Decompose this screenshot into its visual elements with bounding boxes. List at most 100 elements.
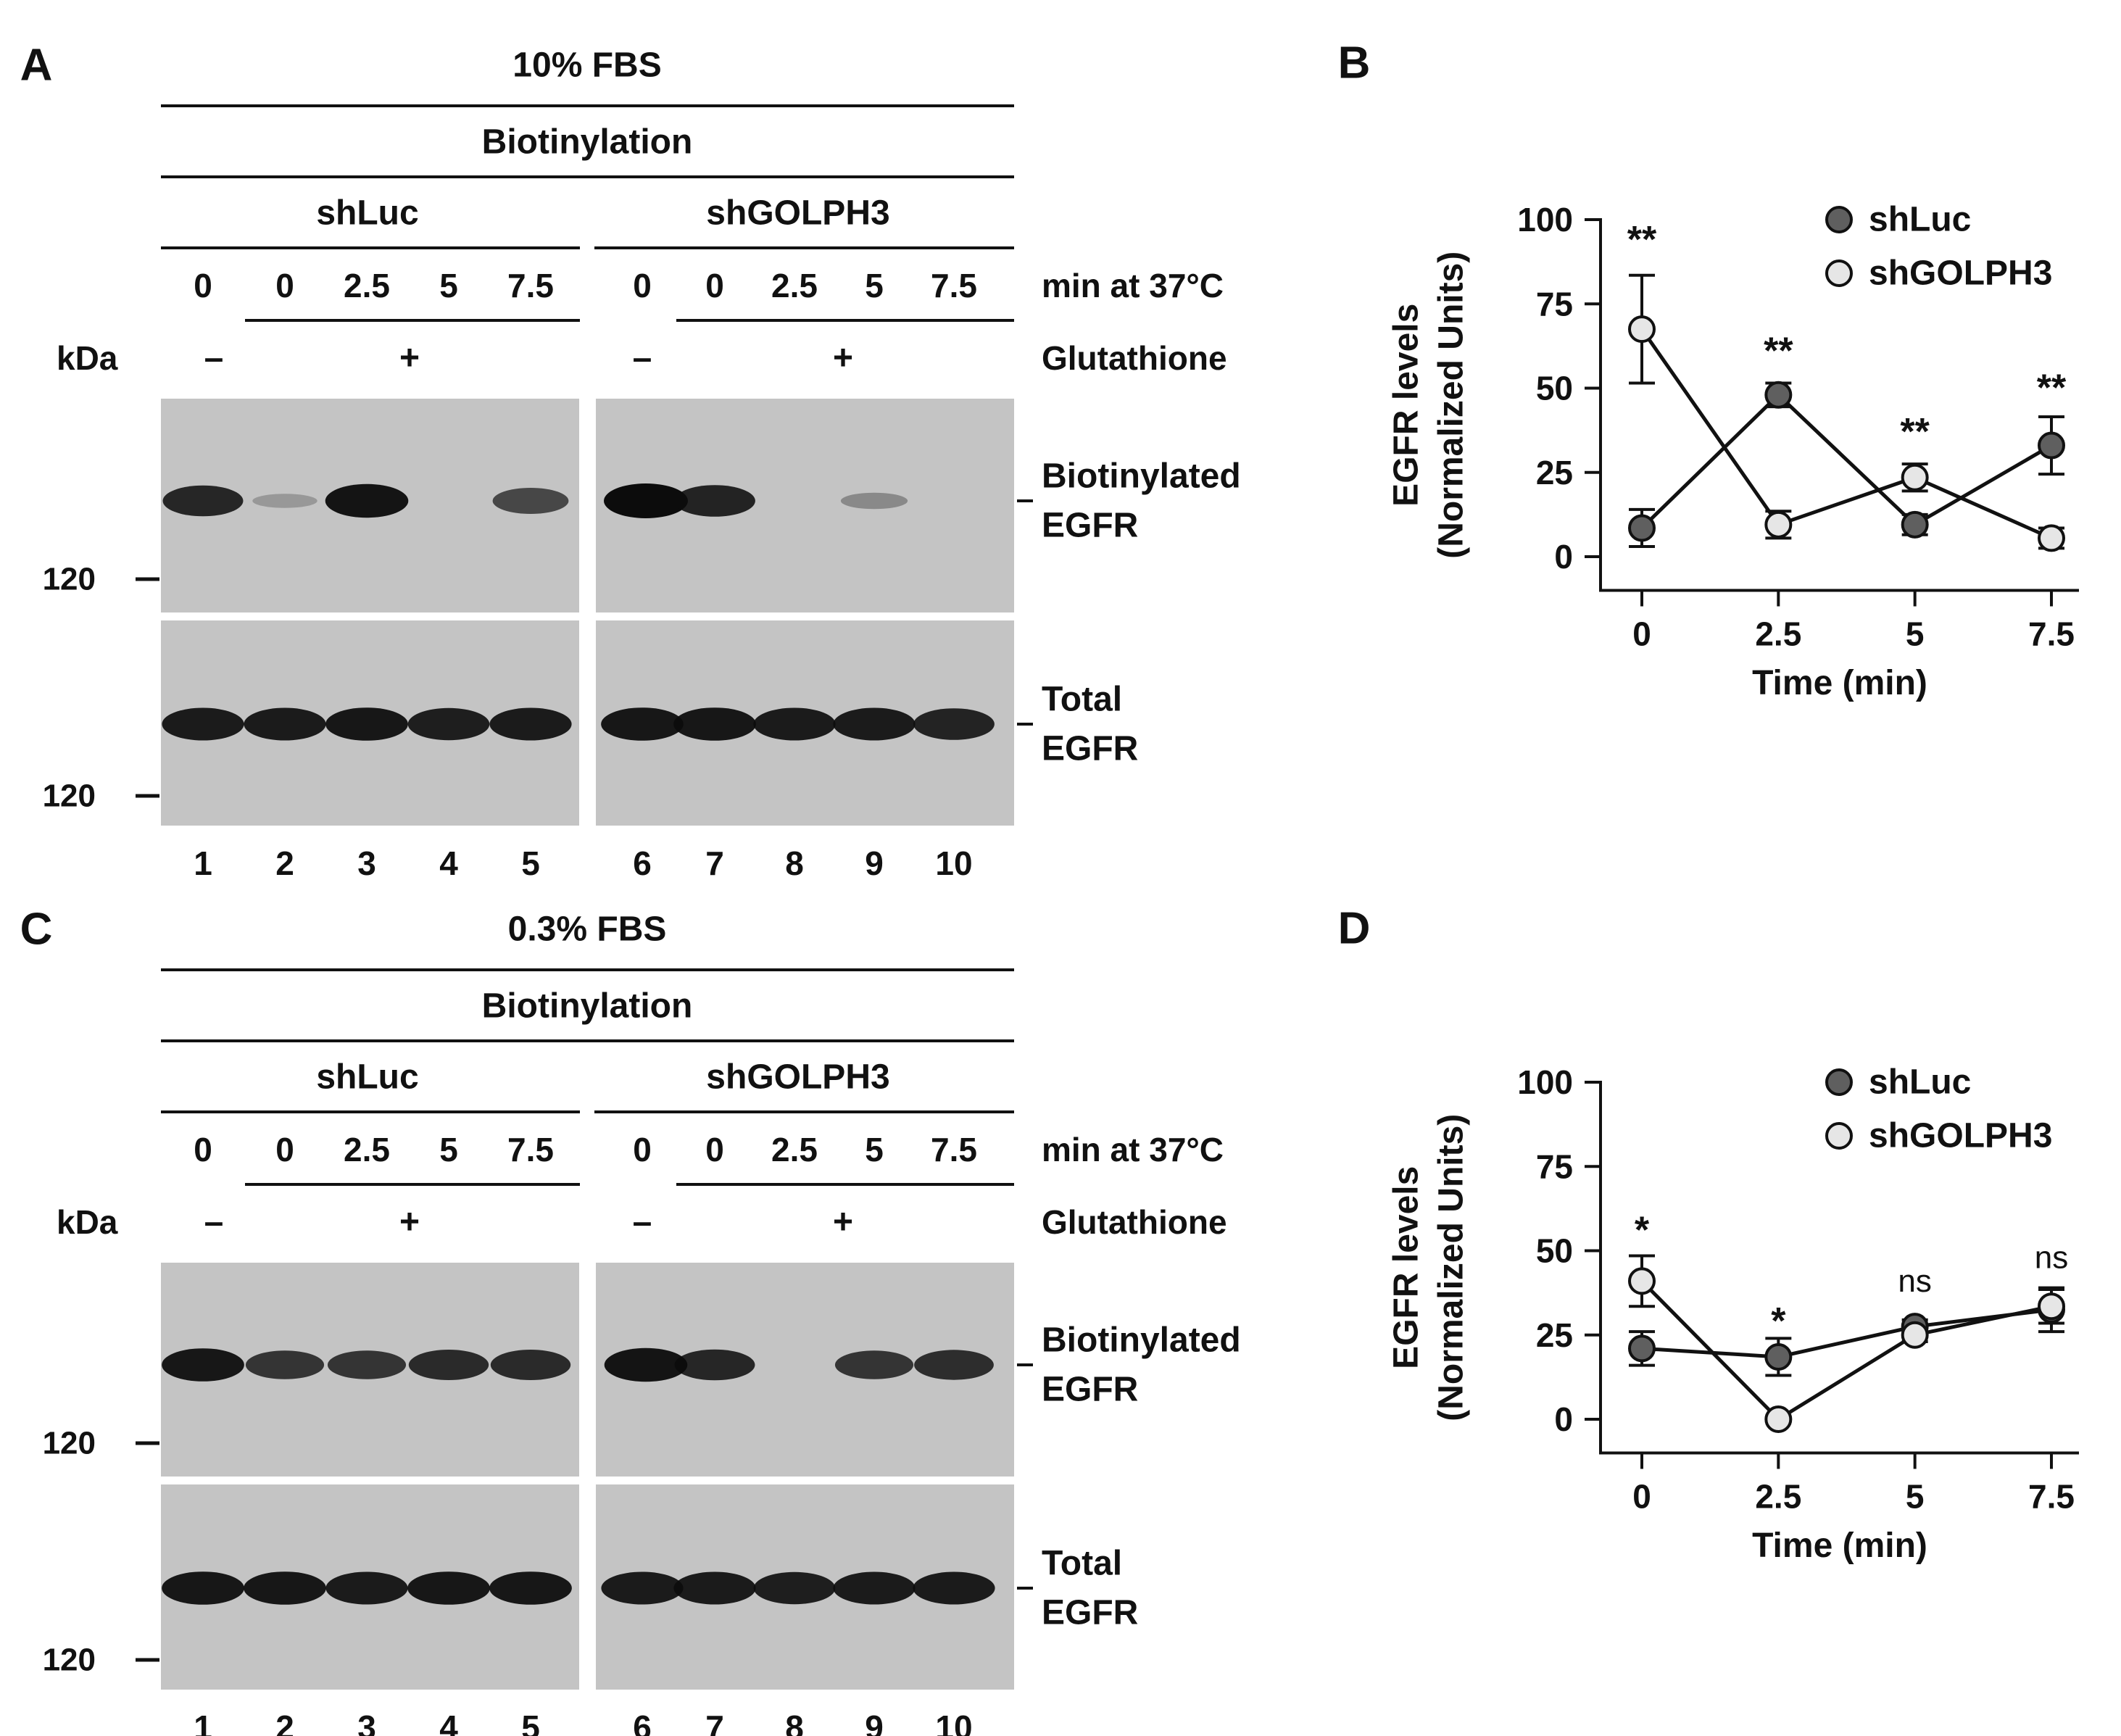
- x-tick-label: 5: [1906, 615, 1925, 653]
- biotinylated-egfr-band: [674, 1349, 755, 1381]
- lane-number: 7: [705, 844, 724, 882]
- total-egfr-band: [601, 1571, 684, 1605]
- panel-letter: A: [20, 41, 53, 91]
- lane-number: 9: [865, 1708, 884, 1736]
- y-tick-label: 100: [1517, 1063, 1573, 1101]
- data-point-shluc: [2038, 431, 2065, 460]
- biotinylated-egfr-band: [490, 1350, 571, 1380]
- biotinylated-egfr-band: [408, 1350, 489, 1380]
- total-egfr-band: [325, 707, 408, 741]
- lane-number: 10: [935, 1708, 972, 1736]
- x-tick-label: 2.5: [1755, 1478, 1801, 1516]
- kda-label: kDa: [57, 1203, 118, 1241]
- total-egfr-band: [162, 1571, 244, 1605]
- total-egfr-band: [833, 1571, 916, 1605]
- total-egfr-band: [325, 1571, 408, 1605]
- data-point-shgolph3: [2038, 1292, 2065, 1321]
- data-point-shgolph3: [1901, 463, 1929, 491]
- panel-letter: D: [1338, 904, 1371, 954]
- y-tick-label: 0: [1554, 538, 1573, 576]
- glutathione-sign: –: [204, 339, 224, 378]
- lane-number: 3: [357, 844, 376, 882]
- data-point-shgolph3: [1901, 1321, 1929, 1349]
- x-tick-label: 0: [1632, 615, 1651, 653]
- lane-number: 2: [275, 1708, 294, 1736]
- x-tick-label: 7.5: [2028, 1478, 2075, 1516]
- glutathione-label: Glutathione: [1042, 1203, 1227, 1241]
- significance-label: *: [1771, 1300, 1786, 1342]
- time-label: 0: [705, 267, 724, 304]
- biotinylated-egfr-band: [604, 1347, 688, 1382]
- lane-number: 8: [785, 844, 804, 882]
- time-label: 2.5: [344, 267, 390, 304]
- blot-label: Biotinylated: [1042, 457, 1241, 496]
- total-egfr-band: [913, 708, 995, 740]
- y-tick-label: 50: [1536, 1232, 1573, 1270]
- time-label: 0: [275, 1131, 294, 1168]
- mw-marker-label: 120: [43, 778, 96, 814]
- y-tick-label: 25: [1536, 1316, 1573, 1354]
- legend-label: shGOLPH3: [1869, 254, 2052, 293]
- lane-number: 3: [357, 1708, 376, 1736]
- lane-number: 7: [705, 1708, 724, 1736]
- total-egfr-band: [753, 707, 836, 741]
- kda-label: kDa: [57, 339, 118, 377]
- total-egfr-band: [244, 707, 326, 741]
- time-label: 0: [194, 267, 212, 304]
- lane-number: 5: [521, 1708, 540, 1736]
- significance-label: **: [1627, 219, 1657, 261]
- time-label: 5: [439, 1131, 458, 1168]
- group-label-shluc: shLuc: [316, 194, 418, 233]
- biotinylated-egfr-band: [840, 492, 908, 510]
- condition-label: 0.3% FBS: [508, 910, 667, 949]
- x-tick-label: 7.5: [2028, 615, 2075, 653]
- series-line-shgolph3: [1640, 328, 2053, 540]
- data-point-shluc: [1901, 510, 1929, 539]
- mw-marker-label: 120: [43, 1642, 96, 1678]
- biotinylated-egfr-band: [327, 1350, 407, 1379]
- total-egfr-band: [162, 707, 244, 741]
- total-egfr-band: [407, 1571, 490, 1605]
- data-point-shluc: [1628, 514, 1656, 542]
- data-point-shluc: [1764, 381, 1793, 409]
- time-label: 5: [865, 267, 884, 304]
- data-point-shgolph3: [2038, 524, 2065, 552]
- legend-label: shLuc: [1869, 201, 1971, 239]
- condition-label: 10% FBS: [512, 46, 661, 85]
- lane-number: 9: [865, 844, 884, 882]
- lane-number: 5: [521, 844, 540, 882]
- blot-label: Total: [1042, 1545, 1122, 1583]
- data-point-shluc: [1628, 1334, 1656, 1363]
- y-axis-label: (Normalized Units): [1432, 1114, 1471, 1421]
- total-egfr-band: [489, 707, 572, 741]
- time-label: 7.5: [931, 1131, 977, 1168]
- data-point-shgolph3: [1764, 510, 1793, 539]
- biotinylated-egfr-band: [834, 1350, 914, 1379]
- significance-label: **: [1900, 411, 1930, 453]
- biotinylated-egfr-band: [245, 1350, 325, 1379]
- time-label: 0: [194, 1131, 212, 1168]
- time-label: 0: [275, 267, 294, 304]
- time-label: 0: [705, 1131, 724, 1168]
- glutathione-sign: +: [399, 1203, 420, 1242]
- lane-number: 6: [633, 844, 652, 882]
- series-line-shluc: [1640, 392, 2053, 530]
- y-tick-label: 50: [1536, 370, 1573, 407]
- lane-number: 10: [935, 844, 972, 882]
- method-label: Biotinylation: [482, 123, 693, 162]
- significance-label: **: [1764, 330, 1793, 372]
- x-tick-label: 0: [1632, 1478, 1651, 1516]
- y-tick-label: 100: [1517, 201, 1573, 238]
- data-point-shluc: [1764, 1342, 1793, 1371]
- lane-number: 1: [194, 844, 212, 882]
- chart-panel-d: D 0 25 50 75 100 0 2.5 5 7.5 Time (min) EGFR levels…: [1338, 904, 2079, 1565]
- time-label: 7.5: [507, 267, 554, 304]
- legend-marker-shgolph3: [1825, 259, 1853, 287]
- blot-panel-a: A 10% FBS Biotinylation shLuc shGOLPH3 0 0 2.5 5…: [20, 41, 1241, 883]
- panel-letter: B: [1338, 38, 1371, 88]
- mw-marker-label: 120: [43, 562, 96, 597]
- biotinylated-egfr-band: [252, 494, 317, 508]
- y-tick-label: 0: [1554, 1400, 1573, 1438]
- glutathione-sign: –: [633, 339, 652, 378]
